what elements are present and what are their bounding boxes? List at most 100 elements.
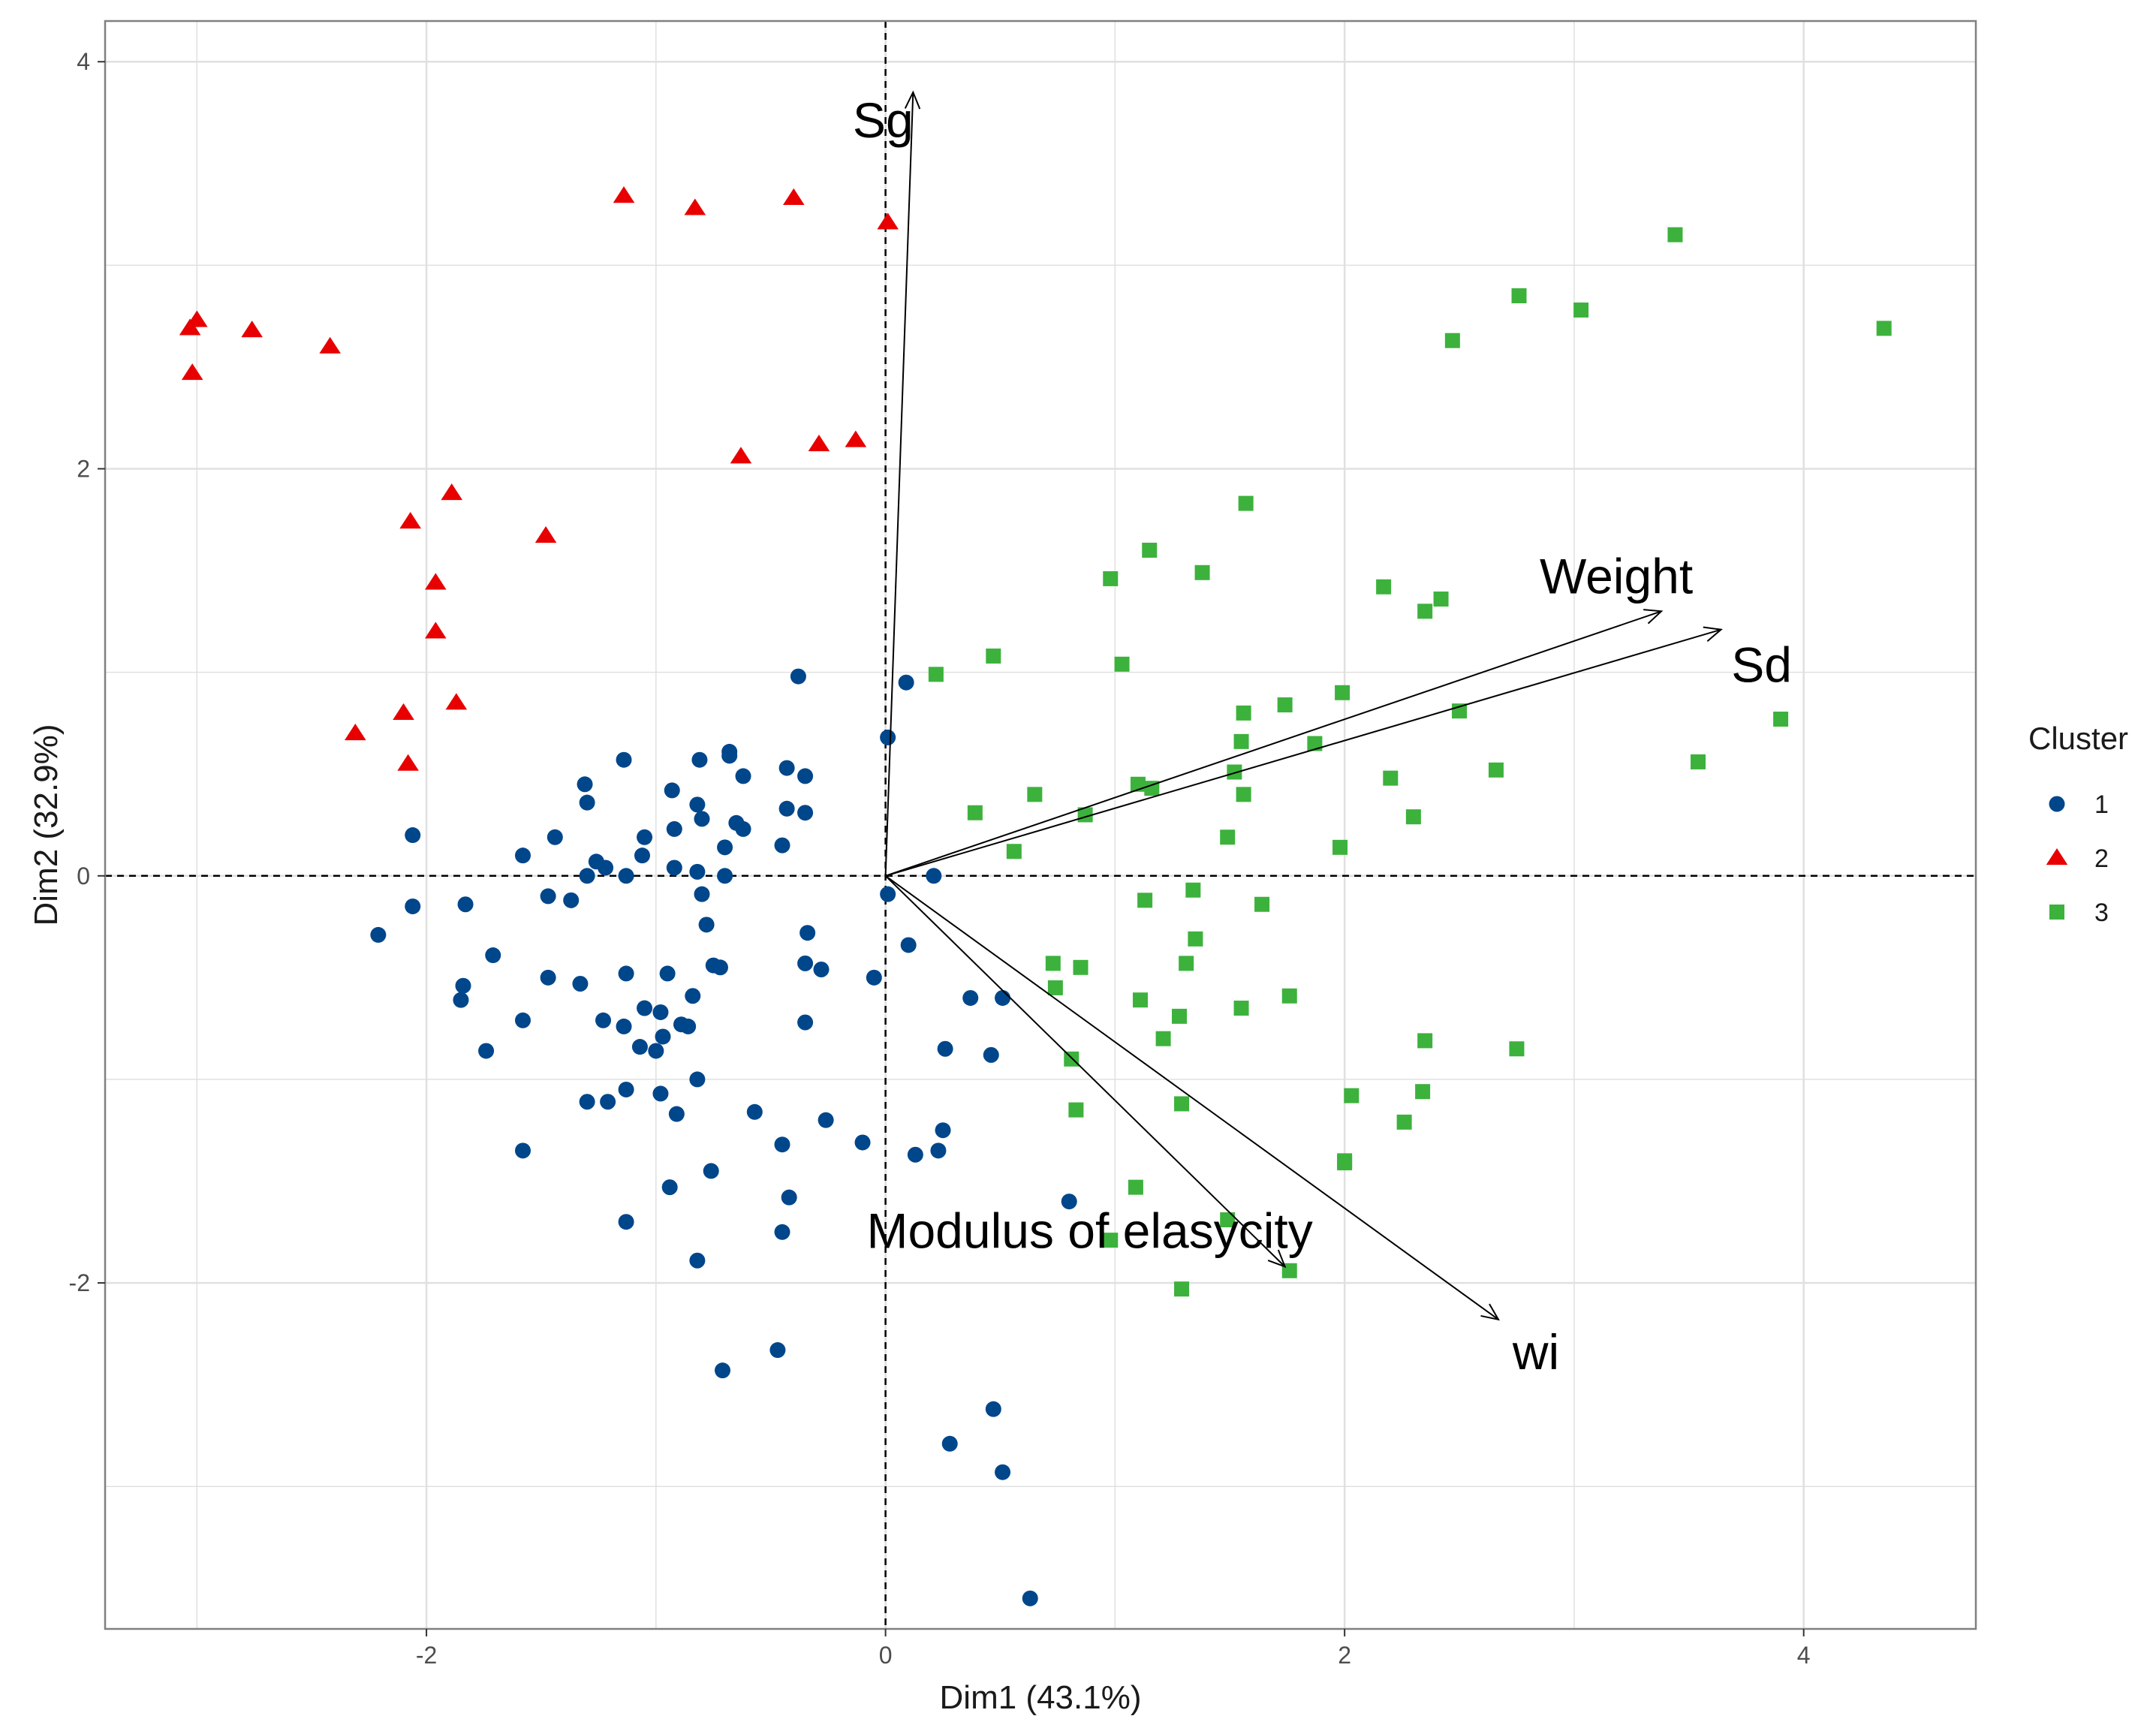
- grid-minor: [105, 21, 1976, 1629]
- point-cluster-3: [1133, 992, 1149, 1008]
- point-cluster-3: [1233, 733, 1249, 749]
- legend: Cluster 1 2 3: [2028, 721, 2128, 927]
- point-cluster-3: [1383, 770, 1399, 786]
- point-cluster-3: [1027, 787, 1043, 802]
- point-cluster-1: [572, 975, 589, 992]
- point-cluster-1: [941, 1435, 958, 1452]
- point-cluster-1: [598, 859, 614, 876]
- x-tick-label: 4: [1797, 1642, 1811, 1669]
- legend-key-2: [2046, 848, 2068, 866]
- point-cluster-3: [1236, 787, 1251, 802]
- point-cluster-1: [652, 1085, 669, 1102]
- point-cluster-3: [1155, 1031, 1171, 1046]
- point-cluster-3: [928, 667, 944, 682]
- point-cluster-3: [1236, 705, 1251, 721]
- point-cluster-1: [666, 820, 682, 837]
- point-cluster-1: [563, 892, 580, 908]
- point-cluster-1: [637, 829, 653, 845]
- point-cluster-1: [717, 868, 733, 884]
- point-cluster-1: [618, 1081, 634, 1097]
- point-cluster-2: [241, 321, 263, 338]
- point-cluster-2: [425, 622, 447, 639]
- point-cluster-1: [774, 1136, 790, 1153]
- variable-labels: Sg Weight Sd Modulus of elasycity wi: [853, 92, 1792, 1380]
- point-cluster-1: [930, 1142, 947, 1159]
- point-cluster-3: [1073, 959, 1089, 975]
- point-cluster-3: [1047, 980, 1063, 995]
- legend-keys: 1 2 3: [2046, 790, 2109, 927]
- point-cluster-3: [1238, 495, 1254, 511]
- point-cluster-1: [685, 988, 701, 1004]
- point-cluster-1: [790, 668, 806, 685]
- point-cluster-1: [652, 1004, 669, 1020]
- point-cluster-1: [579, 794, 595, 811]
- y-tick-label: 2: [77, 456, 90, 483]
- point-cluster-2: [445, 693, 468, 710]
- point-cluster-3: [1114, 656, 1130, 672]
- point-cluster-1: [778, 760, 795, 776]
- point-cluster-1: [405, 898, 421, 914]
- point-cluster-1: [577, 776, 593, 793]
- point-cluster-2: [399, 512, 421, 529]
- point-cluster-1: [514, 1012, 531, 1028]
- point-cluster-1: [579, 1094, 595, 1110]
- arrowhead-sg: [904, 90, 921, 110]
- point-cluster-2: [319, 336, 341, 354]
- point-cluster-1: [514, 847, 531, 864]
- point-cluster-3: [1332, 839, 1348, 855]
- point-cluster-3: [1667, 227, 1683, 242]
- point-cluster-1: [935, 1122, 951, 1139]
- point-cluster-1: [659, 965, 676, 982]
- arrow-weight: [885, 610, 1662, 877]
- point-cluster-3: [1137, 893, 1153, 908]
- point-cluster-3: [1194, 564, 1210, 580]
- point-cluster-3: [1006, 844, 1022, 859]
- point-cluster-1: [880, 886, 896, 902]
- point-cluster-3: [1691, 754, 1706, 769]
- point-cluster-2: [344, 723, 366, 741]
- point-cluster-1: [540, 969, 556, 986]
- legend-key-3: [2049, 905, 2064, 920]
- variable-label-modulus-of-elasycity: Modulus of elasycity: [867, 1203, 1313, 1258]
- point-cluster-1: [735, 768, 751, 784]
- point-cluster-1: [717, 839, 733, 856]
- point-cluster-1: [691, 751, 708, 768]
- point-cluster-3: [1254, 896, 1270, 912]
- point-cluster-1: [634, 847, 650, 864]
- point-cluster-3: [1307, 736, 1323, 751]
- arrow-modulus-of-elasycity: [884, 875, 1286, 1268]
- point-cluster-1: [898, 674, 914, 691]
- point-cluster-1: [453, 992, 469, 1008]
- point-cluster-1: [900, 937, 917, 953]
- point-cluster-3: [1233, 1001, 1249, 1016]
- point-cluster-3: [1277, 697, 1293, 713]
- x-tick-label: -2: [416, 1642, 437, 1669]
- y-tick-label: 0: [77, 862, 90, 890]
- point-cluster-1: [616, 1018, 632, 1034]
- point-cluster-3: [1068, 1102, 1084, 1118]
- point-cluster-2: [877, 212, 899, 230]
- point-cluster-3: [1064, 1051, 1080, 1067]
- point-cluster-1: [680, 1018, 697, 1034]
- point-cluster-1: [579, 868, 595, 884]
- legend-key-1: [2049, 796, 2065, 812]
- point-cluster-3: [1179, 956, 1194, 971]
- point-cluster-1: [631, 1039, 648, 1055]
- y-tick-label: 4: [77, 48, 90, 75]
- point-cluster-1: [689, 796, 706, 813]
- point-cluster-3: [1417, 1033, 1433, 1049]
- point-cluster-1: [712, 959, 728, 976]
- point-cluster-1: [455, 977, 471, 994]
- point-cluster-1: [774, 837, 790, 853]
- point-cluster-1: [668, 1106, 685, 1122]
- point-cluster-3: [1511, 288, 1527, 304]
- arrowhead-sd: [1703, 626, 1723, 643]
- point-cluster-1: [637, 1000, 653, 1016]
- point-cluster-3: [1220, 829, 1236, 845]
- variable-arrows: [884, 90, 1723, 1321]
- point-cluster-2: [186, 310, 208, 327]
- point-cluster-1: [1022, 1590, 1038, 1606]
- point-cluster-1: [698, 917, 715, 933]
- point-cluster-1: [618, 965, 634, 982]
